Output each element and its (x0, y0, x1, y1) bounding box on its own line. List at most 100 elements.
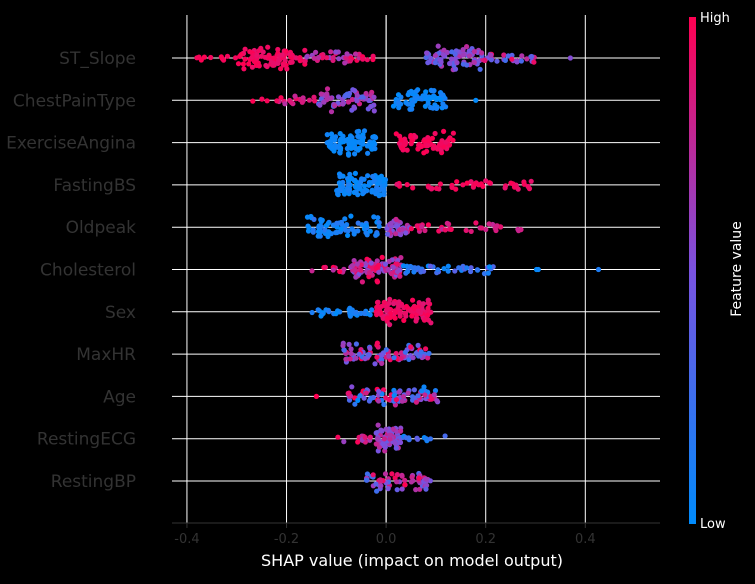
shap-point (400, 263, 407, 269)
shap-point (387, 436, 393, 442)
shap-point (343, 92, 349, 98)
shap-point (386, 397, 392, 403)
shap-point (316, 54, 322, 61)
shap-point (443, 104, 449, 110)
shap-point (347, 356, 353, 362)
shap-point (306, 97, 312, 103)
shap-point (402, 310, 408, 316)
shap-point (372, 361, 378, 367)
shap-point (423, 476, 429, 482)
shap-point (346, 341, 352, 347)
shap-point (416, 300, 422, 306)
shap-point (380, 315, 386, 321)
shap-point (486, 221, 492, 227)
shap-point (405, 390, 411, 396)
shap-point (242, 56, 248, 62)
shap-point (354, 98, 360, 104)
shap-point (483, 226, 489, 233)
shap-point (421, 150, 427, 156)
shap-point (358, 262, 364, 268)
shap-point (330, 144, 336, 150)
shap-point (335, 192, 341, 198)
shap-point (391, 301, 397, 307)
shap-point (477, 66, 483, 72)
shap-point (324, 55, 330, 61)
shap-point (471, 59, 477, 65)
shap-point (383, 426, 389, 432)
shap-point (353, 309, 359, 315)
shap-point (324, 92, 330, 98)
shap-point (299, 99, 305, 105)
shap-point (488, 52, 494, 58)
shap-point (377, 192, 383, 198)
shap-point (370, 56, 376, 63)
shap-point (394, 487, 400, 493)
shap-point (528, 178, 534, 184)
shap-point (282, 101, 288, 107)
x-axis: -0.4 -0.2 0.0 0.2 0.4 (172, 522, 660, 547)
shap-point (432, 130, 438, 137)
shap-point (460, 47, 466, 53)
shap-point (415, 342, 421, 348)
shap-point (374, 488, 380, 494)
shap-point (430, 94, 436, 100)
shap-point (287, 97, 293, 104)
shap-point (247, 49, 253, 55)
shap-point (348, 213, 354, 219)
shap-point (369, 307, 375, 313)
shap-point (460, 182, 466, 188)
shap-point (375, 215, 381, 221)
shap-point (324, 132, 330, 138)
shap-point (361, 310, 368, 317)
shap-point (356, 351, 362, 357)
shap-point (464, 62, 470, 68)
feature-label: ChestPainType (13, 91, 136, 111)
shap-point (425, 355, 431, 361)
shap-point (375, 310, 381, 316)
shap-point (332, 103, 338, 109)
shap-point (373, 265, 379, 271)
shap-point (259, 96, 265, 102)
shap-point (208, 54, 214, 61)
shap-point (379, 428, 385, 434)
shap-point (387, 296, 393, 302)
colorbar-high-label: High (700, 11, 730, 26)
shap-point (423, 89, 429, 95)
shap-point (368, 103, 374, 110)
shap-point (278, 66, 284, 72)
shap-point (345, 228, 351, 234)
shap-point (201, 54, 207, 60)
shap-point (360, 94, 366, 100)
shap-point (280, 62, 286, 68)
shap-point (292, 93, 298, 99)
shap-point (353, 51, 359, 57)
x-tick-label: -0.2 (274, 532, 299, 547)
shap-point (367, 345, 373, 351)
shap-point (374, 354, 380, 360)
shap-point (395, 92, 402, 98)
shap-point (390, 103, 397, 109)
shap-point (387, 432, 393, 438)
colorbar-low-label: Low (700, 517, 726, 532)
shap-point (393, 131, 399, 137)
shap-point (386, 353, 392, 359)
feature-label: ExerciseAngina (6, 134, 136, 154)
feature-label: Cholesterol (40, 261, 136, 281)
shap-point (437, 181, 443, 187)
shap-point (390, 264, 396, 270)
shap-point (415, 265, 421, 271)
shap-point (375, 299, 381, 305)
shap-point (448, 226, 454, 232)
shap-point (334, 220, 340, 226)
shap-point (416, 475, 422, 481)
shap-point (399, 226, 406, 232)
shap-point (514, 59, 520, 65)
shap-point (318, 313, 324, 319)
shap-point (393, 397, 399, 403)
shap-point (398, 137, 404, 143)
shap-point (529, 53, 535, 60)
shap-point (352, 401, 358, 407)
shap-point (515, 226, 521, 232)
shap-point (388, 220, 394, 226)
shap-point (366, 274, 372, 280)
